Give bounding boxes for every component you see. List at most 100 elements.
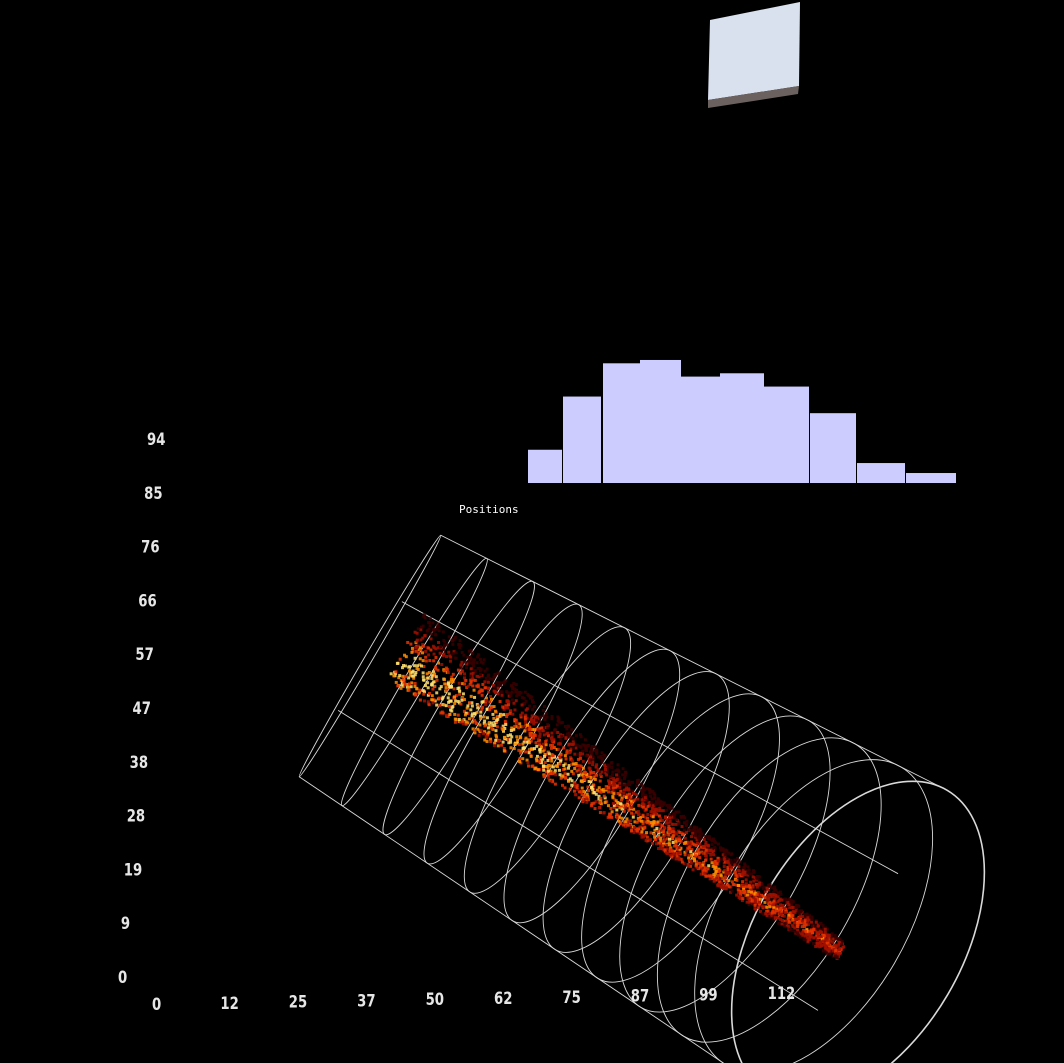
heat-cell bbox=[631, 812, 635, 816]
heat-cell bbox=[806, 916, 810, 920]
heat-cell bbox=[653, 837, 657, 841]
heat-cell bbox=[592, 749, 596, 753]
heat-cell bbox=[713, 839, 717, 843]
heat-cell bbox=[766, 894, 770, 898]
heat-cell bbox=[426, 693, 430, 697]
heat-cell bbox=[749, 890, 753, 894]
heat-cell bbox=[466, 704, 470, 708]
heat-cell bbox=[460, 669, 464, 673]
heat-cell bbox=[799, 930, 803, 934]
heat-cell bbox=[650, 809, 654, 813]
heat-cell bbox=[592, 791, 596, 795]
heat-cell bbox=[747, 872, 751, 876]
heat-cell bbox=[805, 912, 809, 916]
heat-cell bbox=[484, 734, 488, 738]
heat-cell bbox=[485, 707, 489, 711]
heat-cell bbox=[657, 814, 661, 818]
heat-cell bbox=[713, 867, 717, 871]
heat-cell bbox=[465, 706, 469, 710]
heat-cell bbox=[414, 646, 418, 650]
heat-cell bbox=[819, 935, 823, 939]
heat-cell bbox=[719, 848, 723, 852]
heat-cell bbox=[803, 934, 807, 938]
heat-cell bbox=[412, 676, 416, 680]
heat-cell bbox=[800, 915, 804, 919]
heat-cell bbox=[650, 841, 654, 845]
heat-cell bbox=[559, 733, 563, 737]
heat-cell bbox=[594, 765, 598, 769]
histogram-bar bbox=[640, 359, 681, 483]
heat-cell bbox=[784, 920, 788, 924]
heat-cell bbox=[557, 718, 561, 722]
heat-cell bbox=[489, 694, 493, 698]
heat-cell bbox=[677, 810, 681, 814]
heat-cell bbox=[693, 859, 697, 863]
heat-cell bbox=[590, 745, 594, 749]
heat-cell bbox=[703, 845, 707, 849]
heat-cell bbox=[778, 897, 782, 901]
heat-cell bbox=[729, 858, 733, 862]
y-tick-label: 85 bbox=[144, 483, 162, 503]
heat-cell bbox=[636, 810, 640, 814]
heat-cell bbox=[717, 882, 721, 886]
heat-cell bbox=[625, 795, 629, 799]
heat-cell bbox=[573, 752, 577, 756]
heat-cell bbox=[657, 847, 661, 851]
heat-cell bbox=[701, 867, 705, 871]
heat-cell bbox=[518, 760, 522, 764]
heat-cell bbox=[549, 746, 553, 750]
heat-cell bbox=[765, 899, 769, 903]
heat-cell bbox=[538, 750, 542, 754]
heat-cell bbox=[448, 704, 452, 708]
heat-cell bbox=[556, 761, 560, 765]
heat-cell bbox=[572, 789, 576, 793]
heat-cell bbox=[590, 785, 594, 789]
heat-cell bbox=[585, 797, 589, 801]
heat-cell bbox=[731, 882, 735, 886]
heat-cell bbox=[818, 941, 822, 945]
heat-cell bbox=[582, 772, 586, 776]
heat-cell bbox=[720, 881, 724, 885]
heat-cell bbox=[771, 909, 775, 913]
heat-cell bbox=[580, 793, 584, 797]
heat-cell bbox=[443, 644, 447, 648]
heat-cell bbox=[795, 917, 799, 921]
heat-cell bbox=[486, 686, 490, 690]
heat-cell bbox=[580, 773, 584, 777]
heat-cell bbox=[608, 775, 612, 779]
heat-cell bbox=[424, 655, 428, 659]
heat-cell bbox=[493, 709, 497, 713]
heat-cell bbox=[517, 743, 521, 747]
heat-cell bbox=[505, 715, 509, 719]
heat-cell bbox=[425, 672, 429, 676]
heat-cell bbox=[714, 871, 718, 875]
heat-cell bbox=[718, 878, 722, 882]
heat-cell bbox=[503, 721, 507, 725]
heat-cell bbox=[432, 659, 436, 663]
heat-cell bbox=[599, 774, 603, 778]
heat-cell bbox=[619, 798, 623, 802]
heat-cell bbox=[442, 678, 446, 682]
heat-cell bbox=[436, 646, 440, 650]
heat-cell bbox=[418, 698, 422, 702]
heat-cell bbox=[670, 822, 674, 826]
heat-cell bbox=[501, 740, 505, 744]
floating-panel[interactable] bbox=[708, 2, 800, 108]
heat-cell bbox=[824, 937, 828, 941]
heat-cell bbox=[458, 689, 462, 693]
heat-cell bbox=[528, 741, 532, 745]
heat-cell bbox=[787, 920, 791, 924]
heat-cell bbox=[674, 837, 678, 841]
heat-cell bbox=[761, 905, 765, 909]
heat-cell bbox=[492, 744, 496, 748]
heat-cell bbox=[596, 769, 600, 773]
heat-cell bbox=[579, 765, 583, 769]
heat-cell bbox=[487, 673, 491, 677]
heat-cell bbox=[498, 681, 502, 685]
heat-cell bbox=[541, 728, 545, 732]
heat-cell bbox=[737, 865, 741, 869]
heat-cell bbox=[551, 772, 555, 776]
heat-cell bbox=[448, 684, 452, 688]
heat-cell bbox=[763, 890, 767, 894]
